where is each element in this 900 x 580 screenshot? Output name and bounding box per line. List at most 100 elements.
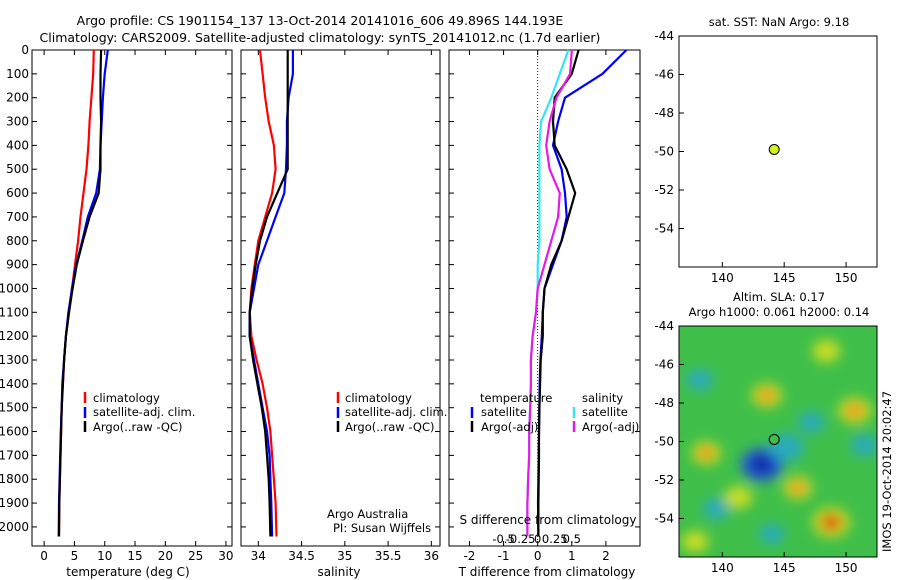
sla-high-anomaly <box>724 486 753 509</box>
t-difference-axis-label: T difference from climatology <box>458 565 636 579</box>
sla_map-ytick-label: -50 <box>654 435 674 449</box>
legend-label-climatology: climatology <box>93 391 160 405</box>
legend-label-t-argo: Argo(-adj) <box>481 420 538 434</box>
plot-header-line2: Climatology: CARS2009. Satellite-adjuste… <box>39 30 601 45</box>
note-pi: PI: Susan Wijffels <box>333 521 431 535</box>
legend-label-t-satellite: satellite <box>481 405 527 419</box>
sst_map-ytick-label: -46 <box>654 68 674 82</box>
sla_map-ytick-label: -52 <box>654 473 674 487</box>
temperature-panel-frame <box>31 49 233 547</box>
depth-tick-label: 200 <box>6 91 29 105</box>
legend-label-argo: Argo(..raw -QC) <box>345 420 435 434</box>
sla-map-title-line2: Argo h1000: 0.061 h2000: 0.14 <box>689 305 870 319</box>
sla_map-argo-position-point <box>768 433 780 445</box>
sst_map-ytick-label: -50 <box>654 145 674 159</box>
legend-label-s-satellite: satellite <box>582 405 628 419</box>
s-difference-tick-label: -0.25 <box>506 532 536 546</box>
differences-xtick-label: -2 <box>463 549 475 563</box>
sla_map-ytick-label: -48 <box>654 396 674 410</box>
differences-xtick-label: -1 <box>498 549 510 563</box>
sst_map-argo-position-point <box>768 143 780 155</box>
sla-anomalies <box>681 339 877 553</box>
s-difference-tick-label: 0 <box>534 532 541 546</box>
sla_map-ytick-label: -54 <box>654 512 674 526</box>
difference-legend: temperature salinity satellite Argo(-adj… <box>470 391 639 434</box>
sst-map-title: sat. SST: NaN Argo: 9.18 <box>709 15 850 29</box>
salinity-xtick-label: 35.5 <box>375 549 402 563</box>
s-difference-tick-label: -0.5 <box>492 532 514 546</box>
salinity-xtick-label: 35 <box>337 549 352 563</box>
sst_map-ytick-label: -44 <box>654 29 674 43</box>
sla_map-ytick-label: -44 <box>654 319 674 333</box>
sst_map-xtick-label: 145 <box>773 271 796 285</box>
depth-tick-label: 600 <box>6 186 29 200</box>
depth-tick-label: 1400 <box>0 377 29 391</box>
differences-xtick-label: 2 <box>602 549 610 563</box>
sla-high-core <box>820 513 842 531</box>
temperature-xtick-label: 15 <box>127 549 142 563</box>
depth-tick-label: 1600 <box>0 425 29 439</box>
differences-series-argo-adj--temperature <box>537 49 580 537</box>
plot-header-line1: Argo profile: CS 1901154_137 13-Oct-2014… <box>76 13 564 28</box>
sla_map-xtick-label: 145 <box>773 561 796 575</box>
temperature-xtick-label: 5 <box>71 549 79 563</box>
sla-high-core <box>845 403 864 419</box>
depth-tick-label: 0 <box>21 43 29 57</box>
legend-label-s-argo: Argo(-adj) <box>582 420 639 434</box>
sla-low-anomaly <box>702 498 730 520</box>
depth-tick-label: 1800 <box>0 472 29 486</box>
sla-high-core <box>698 446 715 460</box>
sst_map-ytick-label: -52 <box>654 183 674 197</box>
sla-high-core <box>789 481 806 495</box>
sla-high-anomaly <box>681 530 709 553</box>
temperature-xtick-label: 20 <box>158 549 173 563</box>
note-institution: Argo Australia <box>327 507 408 521</box>
depth-tick-label: 1700 <box>0 448 29 462</box>
temperature-axis-label: temperature (deg C) <box>66 565 189 579</box>
sla_map-xtick-label: 150 <box>835 561 858 575</box>
legend-label-climatology: climatology <box>345 391 412 405</box>
depth-tick-label: 400 <box>6 138 29 152</box>
sla-low-anomaly <box>798 411 825 433</box>
s-difference-tick-label: 0.25 <box>542 532 568 546</box>
salinity-legend: climatology satellite-adj. clim. Argo(..… <box>336 391 447 434</box>
sla-high-anomaly <box>812 339 841 363</box>
sla_map-ytick-label: -46 <box>654 358 674 372</box>
depth-tick-label: 1200 <box>0 329 29 343</box>
salinity-xtick-label: 34.5 <box>288 549 315 563</box>
depth-tick-label: 500 <box>6 162 29 176</box>
legend-label-satellite-adj: satellite-adj. clim. <box>345 405 447 419</box>
salinity-panel-frame <box>240 49 441 547</box>
sla-low-anomaly <box>686 369 714 391</box>
legend-title-temperature: temperature <box>480 391 552 405</box>
sla-low-core <box>752 456 772 473</box>
depth-tick-label: 1300 <box>0 353 29 367</box>
depth-tick-label: 300 <box>6 115 29 129</box>
temperature-xtick-label: 0 <box>40 549 48 563</box>
temperature-series-argo-raw-qc- <box>57 49 103 537</box>
depth-tick-label: 2000 <box>0 520 29 534</box>
depth-tick-label: 1500 <box>0 401 29 415</box>
temperature-xtick-label: 30 <box>218 549 233 563</box>
depth-tick-label: 700 <box>6 210 29 224</box>
legend-title-salinity: salinity <box>582 391 623 405</box>
differences-xtick-label: 1 <box>568 549 576 563</box>
temperature-legend: climatology satellite-adj. clim. Argo(..… <box>83 391 195 434</box>
depth-tick-label: 800 <box>6 234 29 248</box>
sla_map-xtick-label: 140 <box>711 561 734 575</box>
temperature-xtick-label: 25 <box>188 549 203 563</box>
sla-low-anomaly <box>850 434 877 457</box>
salinity-xtick-label: 36 <box>424 549 439 563</box>
salinity-xtick-label: 34 <box>251 549 266 563</box>
s-difference-tick-label: 0.5 <box>563 532 581 546</box>
salinity-axis-label: salinity <box>317 565 360 579</box>
sst_map-xtick-label: 150 <box>835 271 858 285</box>
depth-tick-label: 1100 <box>0 305 29 319</box>
salinity-series-argo-raw-qc- <box>248 50 289 537</box>
sla-low-anomaly <box>759 523 785 544</box>
differences-series-argo-adj--salinity <box>526 49 573 537</box>
legend-label-argo: Argo(..raw -QC) <box>93 420 183 434</box>
depth-tick-label: 1000 <box>0 281 29 295</box>
differences-xtick-label: 0 <box>534 549 542 563</box>
